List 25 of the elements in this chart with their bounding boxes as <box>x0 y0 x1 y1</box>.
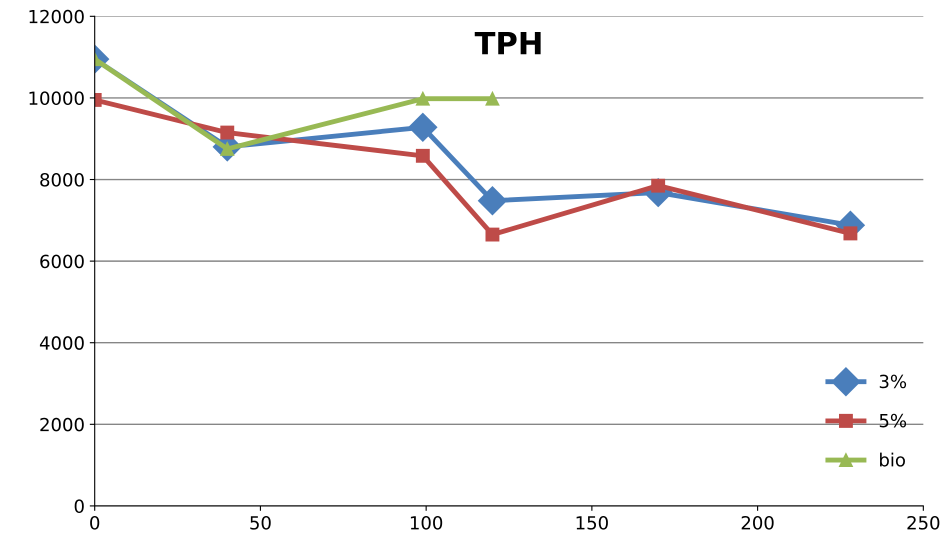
y-tick-label: 12000 <box>30 10 84 24</box>
point <box>220 126 234 140</box>
x-tick-label: 100 <box>410 516 442 530</box>
chart-title: TPH <box>474 32 541 54</box>
x-tick-label: 50 <box>250 516 271 530</box>
point <box>478 186 507 216</box>
legend-label: bio <box>880 452 905 467</box>
point <box>485 92 500 106</box>
x-tick-label: 0 <box>90 516 100 530</box>
y-tick-label: 0 <box>74 499 84 514</box>
point <box>408 112 438 142</box>
y-tick-label: 8000 <box>40 172 84 187</box>
y-tick-label: 10000 <box>30 91 84 106</box>
point <box>416 148 430 163</box>
x-tick-label: 200 <box>742 516 774 530</box>
y-tick-label: 6000 <box>40 254 84 268</box>
y-tick-label: 2000 <box>40 418 84 432</box>
point <box>485 228 500 242</box>
legend-label: 5% <box>880 414 906 428</box>
legend-label: 3% <box>880 374 906 388</box>
x-tick-label: 150 <box>576 516 608 530</box>
x-tick-label: 250 <box>907 516 940 530</box>
point <box>843 226 858 240</box>
y-tick-label: 4000 <box>40 336 84 350</box>
point <box>416 92 430 106</box>
